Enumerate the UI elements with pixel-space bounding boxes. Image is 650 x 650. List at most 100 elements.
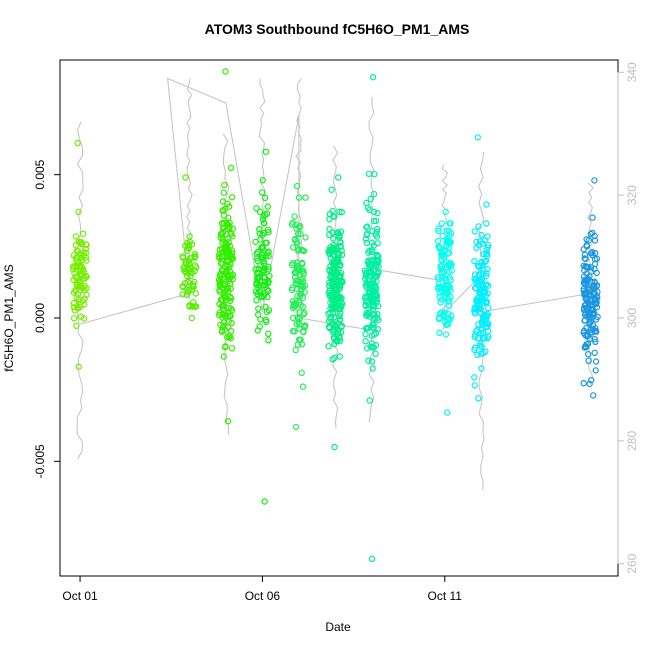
- data-point: [254, 257, 261, 265]
- data-point: [484, 290, 491, 297]
- data-point: [445, 295, 452, 302]
- data-point: [302, 194, 309, 201]
- data-point: [216, 272, 224, 280]
- data-point: [434, 237, 442, 245]
- data-point: [583, 312, 591, 320]
- data-point: [227, 164, 235, 171]
- data-point: [593, 255, 601, 262]
- data-point: [334, 249, 341, 257]
- data-point: [255, 273, 262, 281]
- data-point: [435, 227, 442, 235]
- data-point: [253, 281, 260, 288]
- data-point: [475, 321, 482, 328]
- data-point: [190, 303, 197, 310]
- data-point: [590, 289, 598, 296]
- data-point: [191, 254, 198, 261]
- data-point: [480, 349, 487, 356]
- data-point: [219, 206, 227, 214]
- data-point: [300, 267, 307, 274]
- data-point: [328, 272, 335, 280]
- data-point: [73, 257, 80, 265]
- data-point: [368, 358, 376, 365]
- data-point: [476, 285, 484, 292]
- data-point: [442, 272, 449, 279]
- data-point: [219, 198, 227, 205]
- x-tick-label: Oct 11: [428, 589, 463, 603]
- data-point: [473, 279, 480, 286]
- data-point: [265, 278, 272, 285]
- data-point: [363, 345, 371, 352]
- data-point: [336, 337, 344, 344]
- data-point: [256, 323, 263, 330]
- data-point: [224, 273, 232, 280]
- data-point: [216, 253, 223, 260]
- secondary-profile: [222, 133, 230, 435]
- data-point: [225, 318, 232, 325]
- data-point: [75, 250, 83, 257]
- data-point: [291, 300, 298, 307]
- data-point: [591, 349, 598, 357]
- data-point: [228, 193, 236, 201]
- data-point: [477, 238, 484, 245]
- data-point: [259, 243, 266, 250]
- data-point: [257, 262, 264, 269]
- data-point: [74, 304, 82, 312]
- y2-axis: 260 280 300 320 340: [617, 62, 639, 574]
- data-point: [580, 273, 588, 280]
- data-point: [74, 139, 81, 147]
- data-point: [224, 235, 231, 243]
- data-point: [289, 314, 297, 322]
- y-tick-label: 0.005: [33, 159, 47, 189]
- data-point: [363, 199, 370, 207]
- data-point: [591, 336, 598, 343]
- data-point: [447, 238, 454, 246]
- data-point: [483, 298, 491, 305]
- data-point: [592, 301, 600, 308]
- data-point: [265, 330, 272, 337]
- data-point: [296, 309, 303, 316]
- data-point: [262, 148, 270, 155]
- data-point: [436, 293, 443, 301]
- data-point: [222, 268, 229, 276]
- data-point: [76, 278, 84, 286]
- data-point: [302, 234, 309, 241]
- data-point: [220, 212, 228, 219]
- data-point: [227, 305, 235, 312]
- data-point: [585, 236, 593, 244]
- data-point: [476, 303, 483, 310]
- x-axis-label: Date: [325, 620, 351, 634]
- data-point: [580, 327, 588, 334]
- y2-tick-label: 260: [625, 553, 639, 573]
- data-point: [435, 280, 443, 288]
- data-point: [184, 244, 192, 251]
- data-point: [297, 302, 304, 309]
- data-point: [190, 299, 197, 306]
- chart-title: ATOM3 Southbound fC5H6O_PM1_AMS: [205, 21, 470, 37]
- data-point: [365, 357, 372, 364]
- data-point: [592, 297, 599, 304]
- data-point: [480, 335, 487, 342]
- data-point: [436, 289, 443, 296]
- data-point: [484, 335, 491, 342]
- data-point: [226, 280, 234, 288]
- data-point: [326, 231, 333, 238]
- data-point: [362, 295, 369, 302]
- data-point: [588, 305, 595, 313]
- data-point: [326, 292, 333, 299]
- data-point: [369, 294, 376, 302]
- data-point: [581, 251, 589, 259]
- data-point: [591, 283, 598, 290]
- y-tick-label: -0.005: [33, 444, 47, 478]
- data-point: [259, 216, 267, 223]
- data-point: [300, 247, 308, 255]
- data-point: [330, 303, 338, 310]
- data-point: [253, 250, 260, 257]
- data-point: [593, 328, 600, 335]
- data-point: [224, 262, 231, 269]
- data-point: [330, 291, 337, 298]
- data-point: [444, 315, 451, 323]
- data-point: [191, 250, 199, 258]
- data-point: [584, 332, 592, 340]
- data-point: [439, 311, 447, 318]
